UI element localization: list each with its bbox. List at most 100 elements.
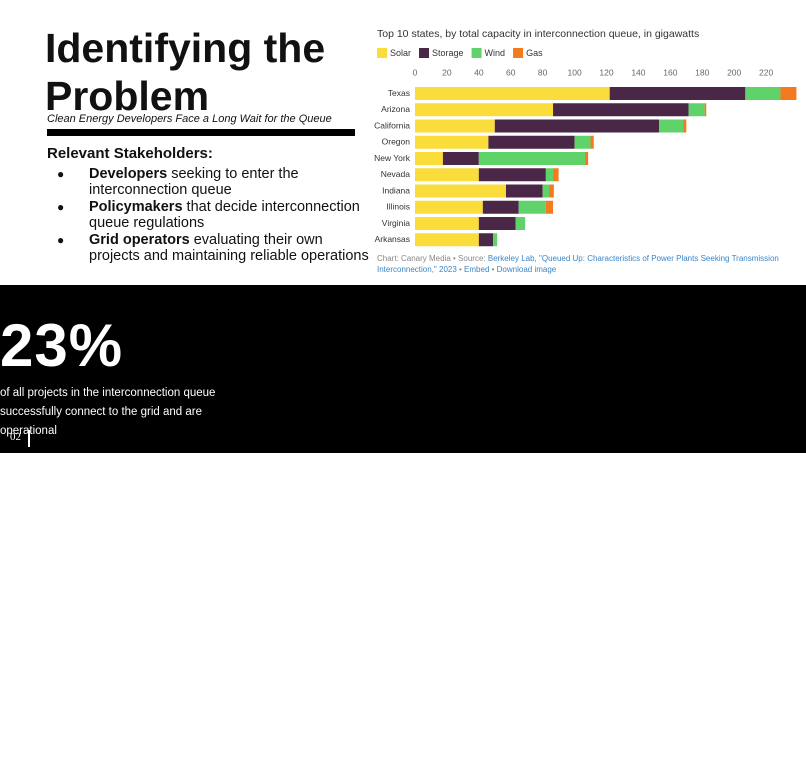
stat-value-row: 13,000GW bbox=[0, 472, 270, 534]
stakeholder-name: Developers bbox=[89, 166, 168, 182]
stat-text: The average time it takes for a project … bbox=[0, 718, 194, 768]
source-link[interactable]: Berkeley Lab, "Queued Up: Characteristic… bbox=[377, 254, 779, 274]
x-tick-label: 60 bbox=[506, 67, 516, 77]
stakeholder-text: evaluating their own projects and mainta… bbox=[89, 232, 369, 264]
bar-segment bbox=[415, 87, 610, 100]
stakeholder-list: Developers seeking to enter the intercon… bbox=[47, 166, 377, 265]
stat: 13,000GW Capacity of new resources, prima… bbox=[0, 472, 270, 616]
bar-segment bbox=[415, 233, 479, 247]
stat-text: of all projects in the interconnection q… bbox=[0, 387, 216, 437]
bar-segment bbox=[478, 168, 546, 182]
stat-value-row: 23% bbox=[0, 316, 240, 378]
legend-swatch bbox=[377, 48, 387, 58]
x-tick-label: 200 bbox=[727, 67, 741, 77]
stakeholder-name: Grid operators bbox=[89, 232, 190, 248]
x-tick-label: 160 bbox=[663, 67, 677, 77]
legend-label: Storage bbox=[432, 48, 464, 58]
stat: 5 years The average time it takes for a p… bbox=[0, 647, 205, 772]
y-tick-label: New York bbox=[374, 153, 411, 163]
download-link[interactable]: Download image bbox=[496, 265, 557, 274]
bar-segment bbox=[553, 103, 689, 117]
y-tick-label: Illinois bbox=[386, 202, 410, 212]
bar-segment bbox=[505, 184, 543, 198]
bar-segment bbox=[542, 184, 550, 198]
bar-segment bbox=[780, 87, 797, 100]
subtitle: Clean Energy Developers Face a Long Wait… bbox=[47, 113, 332, 125]
stat: 23% of all projects in the interconnectio… bbox=[0, 316, 240, 441]
y-tick-label: California bbox=[374, 120, 410, 130]
legend-label: Gas bbox=[526, 48, 543, 58]
bar-segment bbox=[745, 87, 781, 100]
y-tick-label: Oregon bbox=[382, 137, 411, 147]
bar-segment bbox=[553, 168, 559, 182]
stat-description: The average time it takes for a project … bbox=[0, 715, 205, 772]
stat-unit: GW bbox=[189, 504, 226, 527]
legend-label: Solar bbox=[390, 48, 411, 58]
stat-value: 23% bbox=[0, 312, 124, 379]
stakeholder-name: Policymakers bbox=[89, 199, 183, 215]
bar-segment bbox=[518, 200, 546, 214]
bar-segment bbox=[704, 103, 707, 117]
embed-link[interactable]: Embed bbox=[464, 265, 490, 274]
y-tick-label: Virginia bbox=[382, 218, 410, 228]
bar-segment bbox=[545, 168, 554, 182]
bar-segment bbox=[515, 217, 526, 230]
slide: {"title": "Identifying the Problem", "su… bbox=[0, 0, 806, 453]
bar-segment bbox=[545, 200, 554, 214]
x-tick-label: 80 bbox=[538, 67, 548, 77]
legend-swatch bbox=[513, 48, 524, 58]
chart-title: Top 10 states, by total capacity in inte… bbox=[377, 28, 699, 40]
stats-panel: 23% of all projects in the interconnectio… bbox=[0, 285, 806, 768]
stat-value: 5 bbox=[0, 643, 35, 710]
stat-unit: years bbox=[65, 679, 121, 702]
bar-segment bbox=[549, 184, 554, 198]
stakeholder-text: seeking to enter the interconnection que… bbox=[89, 166, 299, 198]
bar-segment bbox=[415, 119, 495, 133]
x-tick-label: 120 bbox=[599, 67, 613, 77]
bar-segment bbox=[584, 152, 589, 165]
stat-description: Capacity of new resources, primarily ren… bbox=[0, 540, 270, 616]
y-tick-label: Arkansas bbox=[375, 234, 410, 244]
stakeholders-heading: Relevant Stakeholders: bbox=[47, 145, 213, 162]
y-tick-label: Indiana bbox=[382, 185, 410, 195]
bar-segment bbox=[415, 200, 483, 214]
bar-segment bbox=[574, 135, 591, 149]
bar-segment bbox=[415, 135, 489, 149]
x-tick-label: 100 bbox=[567, 67, 581, 77]
bar-segment bbox=[494, 119, 660, 133]
x-tick-label: 20 bbox=[442, 67, 452, 77]
stat-value: 13,000 bbox=[0, 468, 190, 535]
bar-segment bbox=[415, 168, 479, 182]
x-tick-label: 140 bbox=[631, 67, 645, 77]
bar-segment bbox=[482, 200, 519, 214]
bar-segment bbox=[478, 152, 585, 165]
y-tick-label: Nevada bbox=[381, 169, 411, 179]
bar-segment bbox=[493, 233, 498, 247]
bar-segment bbox=[415, 152, 443, 165]
x-tick-label: 180 bbox=[695, 67, 709, 77]
stakeholder-item: Grid operators evaluating their own proj… bbox=[47, 232, 377, 264]
legend-swatch bbox=[419, 48, 430, 58]
stakeholder-item: Developers seeking to enter the intercon… bbox=[47, 166, 377, 198]
legend-swatch bbox=[471, 48, 482, 58]
separator: • bbox=[489, 265, 497, 274]
y-tick-label: Arizona bbox=[381, 104, 410, 114]
page-bar bbox=[28, 430, 30, 447]
bar-segment bbox=[488, 135, 575, 149]
x-tick-label: 220 bbox=[759, 67, 773, 77]
source-prefix: Chart: Canary Media • Source: bbox=[377, 254, 488, 263]
slide-title: Identifying the Problem bbox=[45, 25, 326, 119]
stat-text: are stuck waiting in the queue bbox=[37, 600, 193, 612]
bar-segment bbox=[442, 152, 479, 165]
bar-segment bbox=[659, 119, 684, 133]
bar-segment bbox=[688, 103, 705, 117]
legend-label: Wind bbox=[485, 48, 506, 58]
bar-segment bbox=[609, 87, 746, 100]
bar-segment bbox=[478, 233, 494, 247]
bar-segment bbox=[683, 119, 687, 133]
stakeholder-text: that decide interconnection queue regula… bbox=[89, 199, 360, 231]
x-tick-label: 40 bbox=[474, 67, 484, 77]
x-tick-label: 0 bbox=[413, 67, 418, 77]
separator: • bbox=[456, 265, 465, 274]
bar-segment bbox=[478, 217, 516, 230]
